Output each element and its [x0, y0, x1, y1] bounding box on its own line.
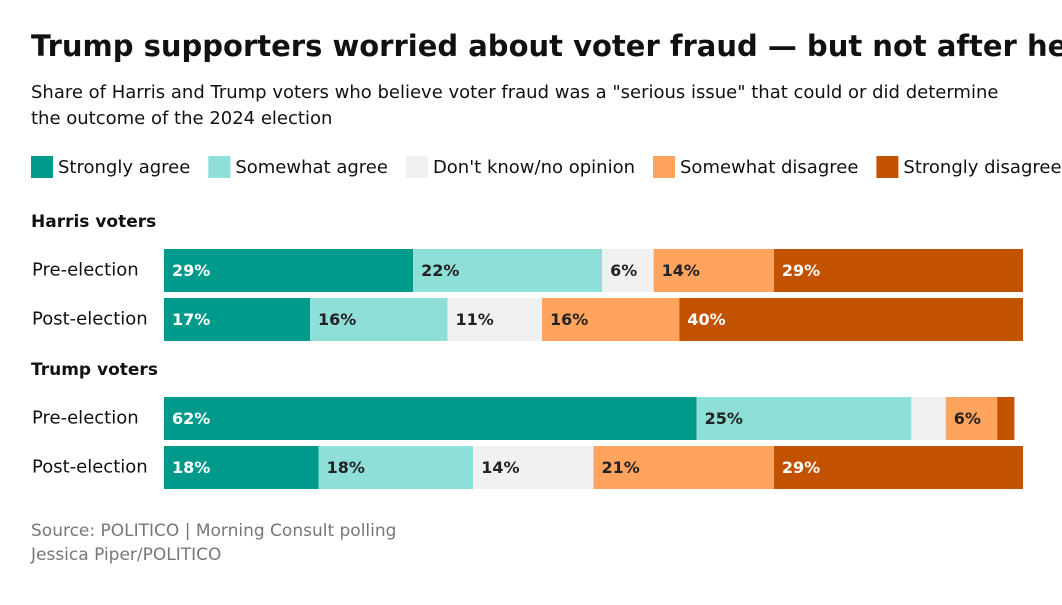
- value-label: 11%: [455, 310, 493, 329]
- value-label: 18%: [327, 458, 365, 477]
- value-label: 16%: [318, 310, 356, 329]
- value-label: 21%: [602, 458, 640, 477]
- category-label: Pre-election: [32, 260, 139, 281]
- chart-title: Trump supporters worried about voter fra…: [31, 29, 1062, 63]
- bar-segment: [164, 298, 311, 341]
- chart-subtitle: the outcome of the 2024 election: [31, 108, 332, 129]
- value-label: 40%: [687, 310, 725, 329]
- value-label: 6%: [610, 261, 637, 280]
- bar-segment: [679, 298, 1023, 341]
- category-label: Post-election: [32, 457, 148, 478]
- legend-label: Somewhat agree: [235, 157, 388, 178]
- bar-segment: [653, 249, 774, 292]
- bar-segment: [541, 298, 680, 341]
- value-label: 25%: [705, 409, 743, 428]
- bar-segment: [164, 446, 319, 489]
- bar-segment: [593, 446, 774, 489]
- bar-segment: [945, 397, 998, 440]
- legend-swatch: [208, 156, 231, 178]
- chart-subtitle: Share of Harris and Trump voters who bel…: [31, 82, 998, 103]
- group-label: Trump voters: [31, 360, 158, 380]
- bar-segment: [997, 397, 1015, 440]
- value-label: 14%: [481, 458, 519, 477]
- value-label: 17%: [172, 310, 210, 329]
- legend-swatch: [405, 156, 428, 178]
- legend-label: Somewhat disagree: [680, 157, 858, 178]
- value-label: 14%: [662, 261, 700, 280]
- source: Source: POLITICO | Morning Consult polli…: [31, 521, 396, 541]
- bar-segment: [696, 397, 912, 440]
- value-label: 29%: [172, 261, 210, 280]
- value-label: 18%: [172, 458, 210, 477]
- value-label: 29%: [782, 458, 820, 477]
- bar-segment: [164, 397, 697, 440]
- value-label: 6%: [954, 409, 981, 428]
- legend-label: Don't know/no opinion: [433, 157, 635, 178]
- bar-segment: [773, 446, 1023, 489]
- value-label: 29%: [782, 261, 820, 280]
- category-label: Post-election: [32, 309, 148, 330]
- legend-label: Strongly disagree: [903, 157, 1061, 178]
- bar-segment: [911, 397, 946, 440]
- value-label: 62%: [172, 409, 210, 428]
- legend-swatch: [876, 156, 899, 178]
- bar-segment: [164, 249, 414, 292]
- credit: Jessica Piper/POLITICO: [30, 545, 221, 565]
- bar-segment: [773, 249, 1023, 292]
- legend-swatch: [653, 156, 675, 178]
- bar-segment: [447, 298, 542, 341]
- value-label: 16%: [550, 310, 588, 329]
- group-label: Harris voters: [31, 212, 156, 232]
- bar-segment: [473, 446, 594, 489]
- category-label: Pre-election: [32, 408, 139, 429]
- bar-segment: [310, 298, 448, 341]
- bar-segment: [318, 446, 474, 489]
- legend-label: Strongly agree: [58, 157, 190, 178]
- value-label: 22%: [421, 261, 459, 280]
- legend-swatch: [31, 156, 53, 178]
- bar-segment: [413, 249, 603, 292]
- bar-segment: [602, 249, 654, 292]
